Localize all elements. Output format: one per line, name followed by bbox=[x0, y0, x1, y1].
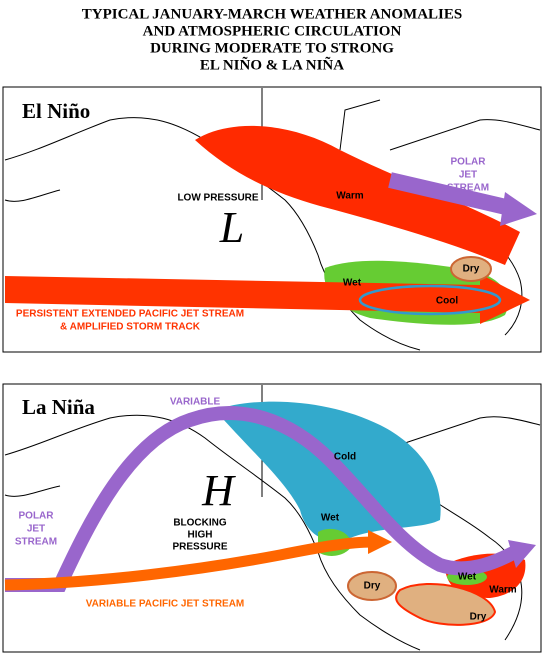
annotation: Warm bbox=[489, 585, 517, 596]
annotation: Cool bbox=[436, 296, 458, 307]
annotation: HIGH bbox=[188, 530, 213, 541]
warm-region bbox=[195, 125, 520, 265]
el-nino-panel: El Niño LOW PRESSURE L Warm POLAR JET ST… bbox=[2, 86, 542, 353]
title-line: DURING MODERATE TO STRONG bbox=[150, 40, 394, 56]
title: TYPICAL JANUARY-MARCH WEATHER ANOMALIES … bbox=[82, 6, 463, 73]
annotation: Wet bbox=[343, 278, 362, 289]
annotation: & AMPLIFIED STORM TRACK bbox=[60, 322, 201, 333]
annotation: Dry bbox=[364, 581, 381, 592]
annotation: VARIABLE bbox=[170, 397, 221, 408]
dry-region bbox=[395, 582, 497, 626]
annotation: POLAR bbox=[19, 511, 55, 522]
la-nina-panel: La Niña VARIABLE Cold H BLOCKING HIGH PR… bbox=[2, 383, 542, 653]
annotation: Warm bbox=[336, 191, 364, 202]
annotation: PERSISTENT EXTENDED PACIFIC JET STREAM bbox=[16, 309, 244, 320]
polar-jet-arrow bbox=[5, 406, 519, 592]
polar-jet-arrow bbox=[388, 172, 512, 216]
annotation: STREAM bbox=[15, 537, 57, 548]
title-line: AND ATMOSPHERIC CIRCULATION bbox=[143, 23, 402, 39]
annotation: JET bbox=[459, 170, 477, 181]
annotation: PRESSURE bbox=[172, 542, 227, 553]
low-symbol: L bbox=[219, 203, 244, 252]
dry-region bbox=[450, 256, 492, 282]
annotation: POLAR bbox=[451, 157, 487, 168]
annotation: JET bbox=[27, 524, 45, 535]
panel-label: El Niño bbox=[22, 99, 90, 123]
polar-jet-arrowhead bbox=[500, 192, 537, 226]
panel-label: La Niña bbox=[22, 395, 95, 419]
pacific-jet-arrowhead bbox=[368, 530, 392, 554]
cold-region bbox=[215, 401, 441, 541]
annotation: Dry bbox=[470, 612, 487, 623]
annotation: Wet bbox=[458, 572, 477, 583]
title-line: TYPICAL JANUARY-MARCH WEATHER ANOMALIES bbox=[82, 6, 463, 22]
annotation: VARIABLE PACIFIC JET STREAM bbox=[86, 599, 245, 610]
annotation: BLOCKING bbox=[173, 518, 227, 529]
annotation: Wet bbox=[321, 513, 340, 524]
polar-jet-arrowhead bbox=[508, 540, 536, 568]
annotation: Dry bbox=[463, 264, 480, 275]
pacific-jet-arrow bbox=[4, 536, 373, 591]
high-symbol: H bbox=[201, 466, 236, 515]
annotation: Cold bbox=[334, 452, 356, 463]
dry-region bbox=[347, 571, 397, 601]
annotation: LOW PRESSURE bbox=[177, 193, 258, 204]
title-line: EL NIÑO & LA NIÑA bbox=[200, 55, 344, 73]
annotation: STREAM bbox=[447, 183, 489, 194]
cool-region bbox=[358, 284, 502, 316]
